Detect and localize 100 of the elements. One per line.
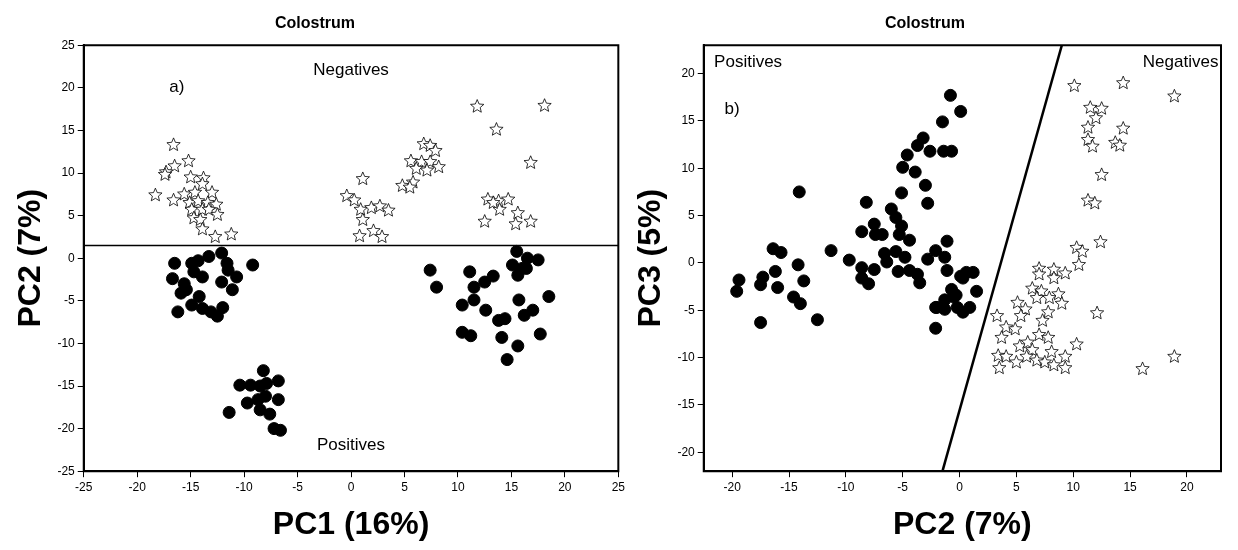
point xyxy=(1054,296,1069,310)
y-tick-label: 10 xyxy=(61,165,76,180)
x-tick-label: 0 xyxy=(347,479,355,494)
y-tick-label: 5 xyxy=(688,207,696,222)
point xyxy=(1029,290,1044,305)
point xyxy=(992,360,1007,375)
point xyxy=(1090,305,1105,320)
y-tick-label: 0 xyxy=(68,250,76,265)
x-tick-label: -15 xyxy=(780,479,798,494)
point xyxy=(1012,338,1027,353)
y-tick-label: 15 xyxy=(61,122,76,137)
point xyxy=(1025,342,1040,357)
point xyxy=(1085,139,1100,153)
annotation: a) xyxy=(169,77,185,97)
point xyxy=(1025,281,1040,295)
point xyxy=(1112,138,1127,152)
x-tick-label: 5 xyxy=(401,479,409,494)
y-tick-label: -5 xyxy=(684,302,696,317)
point xyxy=(1042,290,1057,305)
y-tick-label: -15 xyxy=(57,378,76,393)
point xyxy=(1075,244,1090,258)
y-tick-label: 0 xyxy=(688,255,696,270)
y-tick-label: 20 xyxy=(681,65,696,80)
point xyxy=(989,308,1005,323)
point xyxy=(1051,286,1066,301)
point xyxy=(1035,313,1050,327)
point xyxy=(1071,257,1086,271)
x-axis-title: PC1 (16%) xyxy=(272,504,430,541)
point xyxy=(1167,349,1182,363)
chart-title: Colostrum xyxy=(275,14,355,32)
x-tick-label: -5 xyxy=(897,479,909,494)
point xyxy=(1046,270,1061,285)
point xyxy=(1058,360,1073,375)
x-tick-label: -20 xyxy=(128,479,147,494)
annotation: Negatives xyxy=(1142,51,1219,71)
y-tick-label: -5 xyxy=(64,293,76,308)
x-tick-label: 15 xyxy=(504,479,519,494)
x-tick-label: 5 xyxy=(1013,479,1021,494)
point xyxy=(1058,265,1073,280)
x-tick-label: -10 xyxy=(837,479,855,494)
y-tick-label: 20 xyxy=(61,80,76,95)
point xyxy=(1020,335,1035,349)
x-tick-label: 10 xyxy=(1066,479,1081,494)
point xyxy=(1008,321,1023,336)
point xyxy=(1032,266,1047,281)
annotation: b) xyxy=(724,98,740,118)
point xyxy=(1009,354,1024,369)
point xyxy=(1083,100,1098,114)
point xyxy=(1041,330,1056,344)
y-tick-label: -15 xyxy=(677,397,696,412)
point xyxy=(1046,262,1061,276)
annotation: Negatives xyxy=(313,60,389,80)
point xyxy=(999,349,1014,363)
point xyxy=(1058,349,1073,363)
point xyxy=(1094,167,1109,181)
x-tick-label: 20 xyxy=(558,479,572,494)
point xyxy=(1116,75,1131,90)
point xyxy=(1093,234,1108,249)
y-tick-label: 5 xyxy=(68,207,76,222)
point xyxy=(1080,120,1096,134)
point xyxy=(1088,110,1104,125)
point xyxy=(1010,295,1025,309)
annotation: Positives xyxy=(714,51,783,71)
point xyxy=(1116,121,1131,135)
point xyxy=(1167,88,1182,103)
y-tick-label: -20 xyxy=(57,420,76,435)
point xyxy=(1019,349,1034,363)
point xyxy=(1018,301,1033,316)
x-tick-label: -5 xyxy=(292,479,304,494)
x-tick-label: 15 xyxy=(1123,479,1138,494)
y-axis-title: PC2 (7%) xyxy=(11,188,48,328)
point xyxy=(1044,344,1059,358)
y-tick-label: -20 xyxy=(677,444,696,459)
x-tick-label: -20 xyxy=(723,479,742,494)
point xyxy=(1069,336,1084,351)
point xyxy=(1094,101,1109,115)
point xyxy=(1135,361,1150,376)
x-tick-label: -10 xyxy=(235,479,254,494)
point xyxy=(1046,357,1061,372)
x-tick-label: 20 xyxy=(1180,479,1194,494)
x-tick-label: 10 xyxy=(451,479,465,494)
y-tick-label: -10 xyxy=(57,335,76,350)
x-tick-label: 25 xyxy=(611,479,626,494)
y-tick-label: 10 xyxy=(681,160,696,175)
point xyxy=(994,330,1009,344)
y-tick-label: 25 xyxy=(61,37,76,52)
point xyxy=(1013,308,1028,323)
x-tick-label: 0 xyxy=(956,479,964,494)
point xyxy=(1037,354,1052,369)
y-axis-title: PC3 (5%) xyxy=(631,188,668,328)
point xyxy=(1067,78,1082,92)
x-tick-label: -15 xyxy=(181,479,200,494)
y-tick-label: 15 xyxy=(681,113,696,128)
chart-title: Colostrum xyxy=(885,14,965,32)
point xyxy=(1032,327,1047,341)
annotation: Positives xyxy=(317,435,386,455)
x-axis-title: PC2 (7%) xyxy=(893,504,1032,541)
point xyxy=(1041,304,1056,319)
y-tick-label: -25 xyxy=(57,463,76,478)
point xyxy=(1087,195,1102,210)
